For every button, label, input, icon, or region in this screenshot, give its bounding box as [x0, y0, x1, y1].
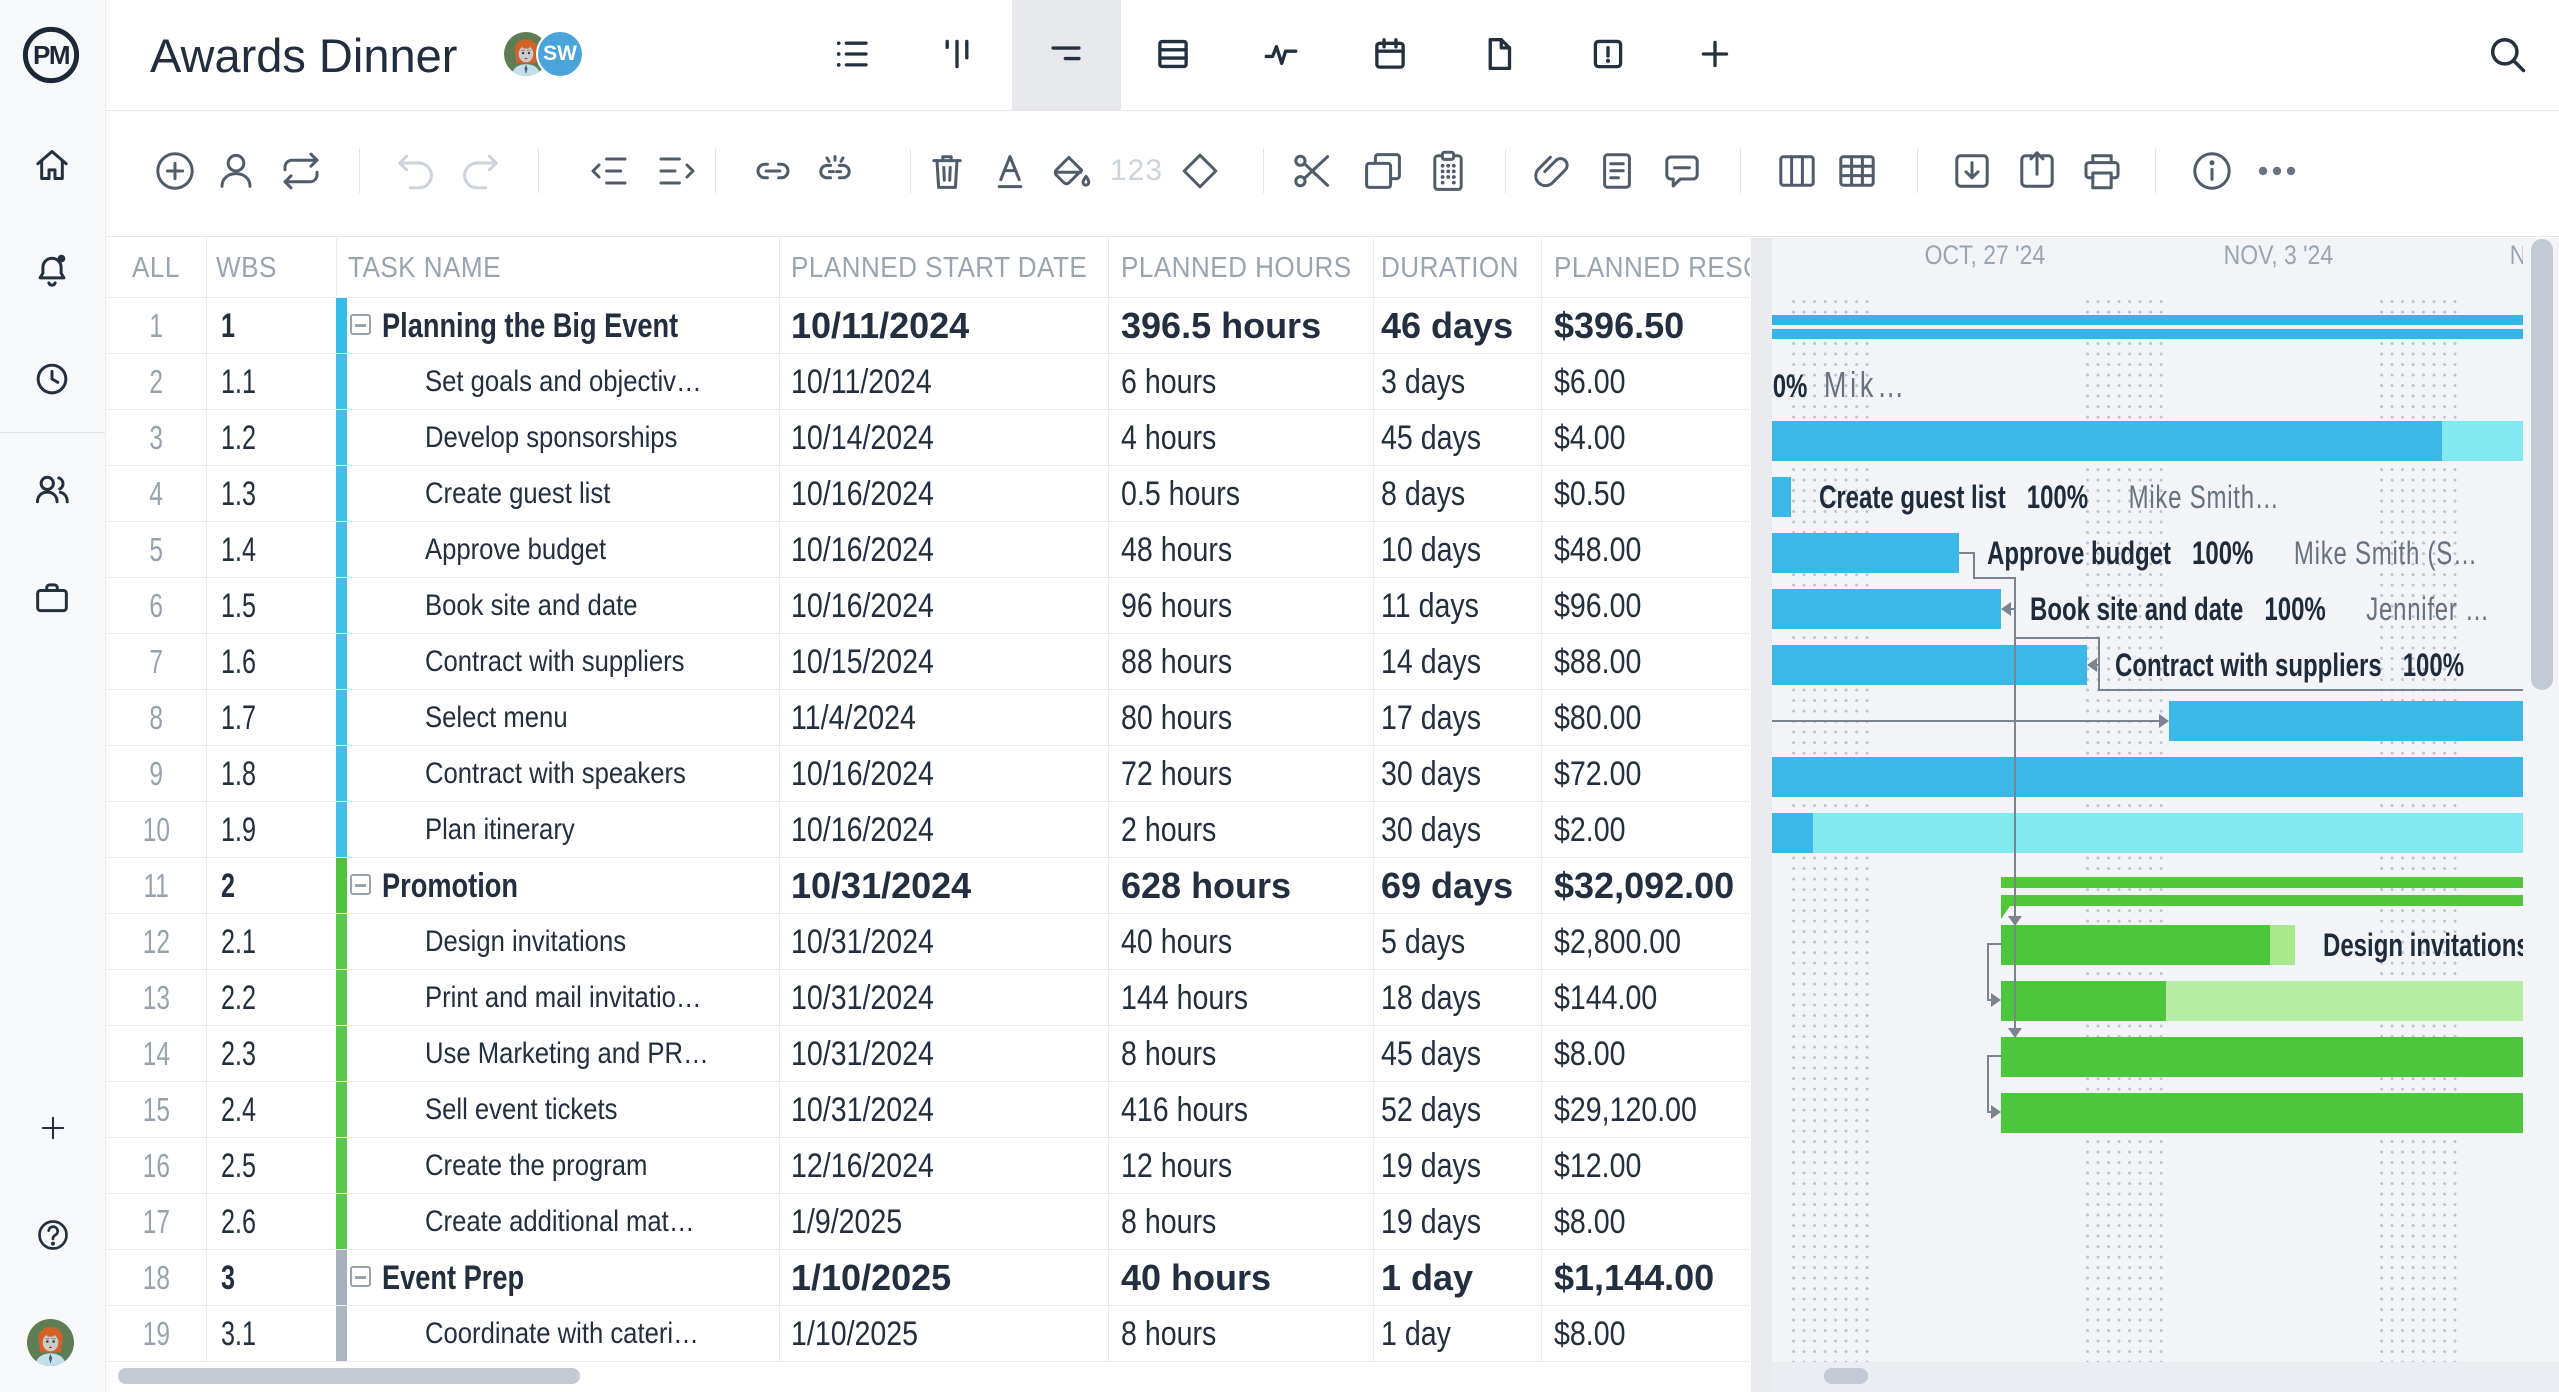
svg-text:PM: PM	[33, 40, 69, 70]
